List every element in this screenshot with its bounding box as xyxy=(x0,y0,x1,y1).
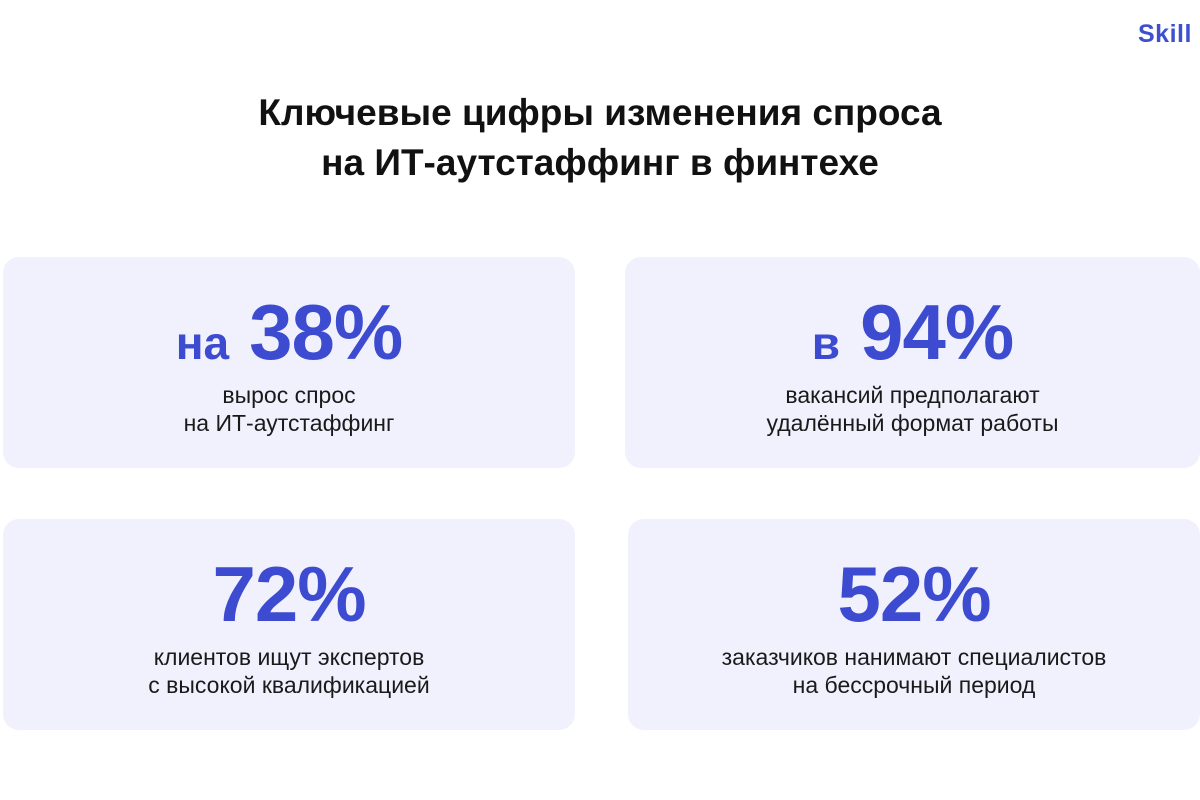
stat-description-line-2: на бессрочный период xyxy=(792,672,1036,698)
stat-description-line-1: вакансий предполагают xyxy=(785,382,1040,408)
stat-description: клиентов ищут экспертов с высокой квалиф… xyxy=(3,643,575,699)
page-title-line-2: на ИТ-аутстаффинг в финтехе xyxy=(321,142,879,183)
stat-card-permanent-hiring: 52% заказчиков нанимают специалистов на … xyxy=(628,519,1200,730)
stat-description-line-1: клиентов ищут экспертов xyxy=(153,644,425,670)
page-title: Ключевые цифры изменения спроса на ИТ-ау… xyxy=(0,88,1200,188)
stat-figure: в 94% xyxy=(625,287,1200,376)
stat-prefix: в xyxy=(811,317,841,369)
stat-description-line-1: заказчиков нанимают специалистов xyxy=(721,644,1107,670)
stat-description-line-2: на ИТ-аутстаффинг xyxy=(183,410,395,436)
stat-figure: 72% xyxy=(3,549,575,638)
stat-description-line-2: с высокой квалификацией xyxy=(148,672,430,698)
stat-description: заказчиков нанимают специалистов на бесс… xyxy=(628,643,1200,699)
stat-value: 52% xyxy=(837,550,991,638)
page-title-line-1: Ключевые цифры изменения спроса xyxy=(258,92,942,133)
stat-description: вакансий предполагают удалённый формат р… xyxy=(625,381,1200,437)
brand-logo: Skill xyxy=(1138,20,1192,48)
stat-value: 38% xyxy=(249,288,403,376)
stat-prefix: на xyxy=(175,317,230,369)
stat-card-remote-vacancies: в 94% вакансий предполагают удалённый фо… xyxy=(625,257,1200,468)
stat-card-demand-growth: на 38% вырос спрос на ИТ-аутстаффинг xyxy=(3,257,575,468)
stat-description: вырос спрос на ИТ-аутстаффинг xyxy=(3,381,575,437)
stat-description-line-2: удалённый формат работы xyxy=(766,410,1059,436)
stat-description-line-1: вырос спрос xyxy=(222,382,356,408)
stat-value: 72% xyxy=(212,550,366,638)
stat-value: 94% xyxy=(860,288,1014,376)
stat-figure: на 38% xyxy=(3,287,575,376)
stat-figure: 52% xyxy=(628,549,1200,638)
stat-card-expert-clients: 72% клиентов ищут экспертов с высокой кв… xyxy=(3,519,575,730)
